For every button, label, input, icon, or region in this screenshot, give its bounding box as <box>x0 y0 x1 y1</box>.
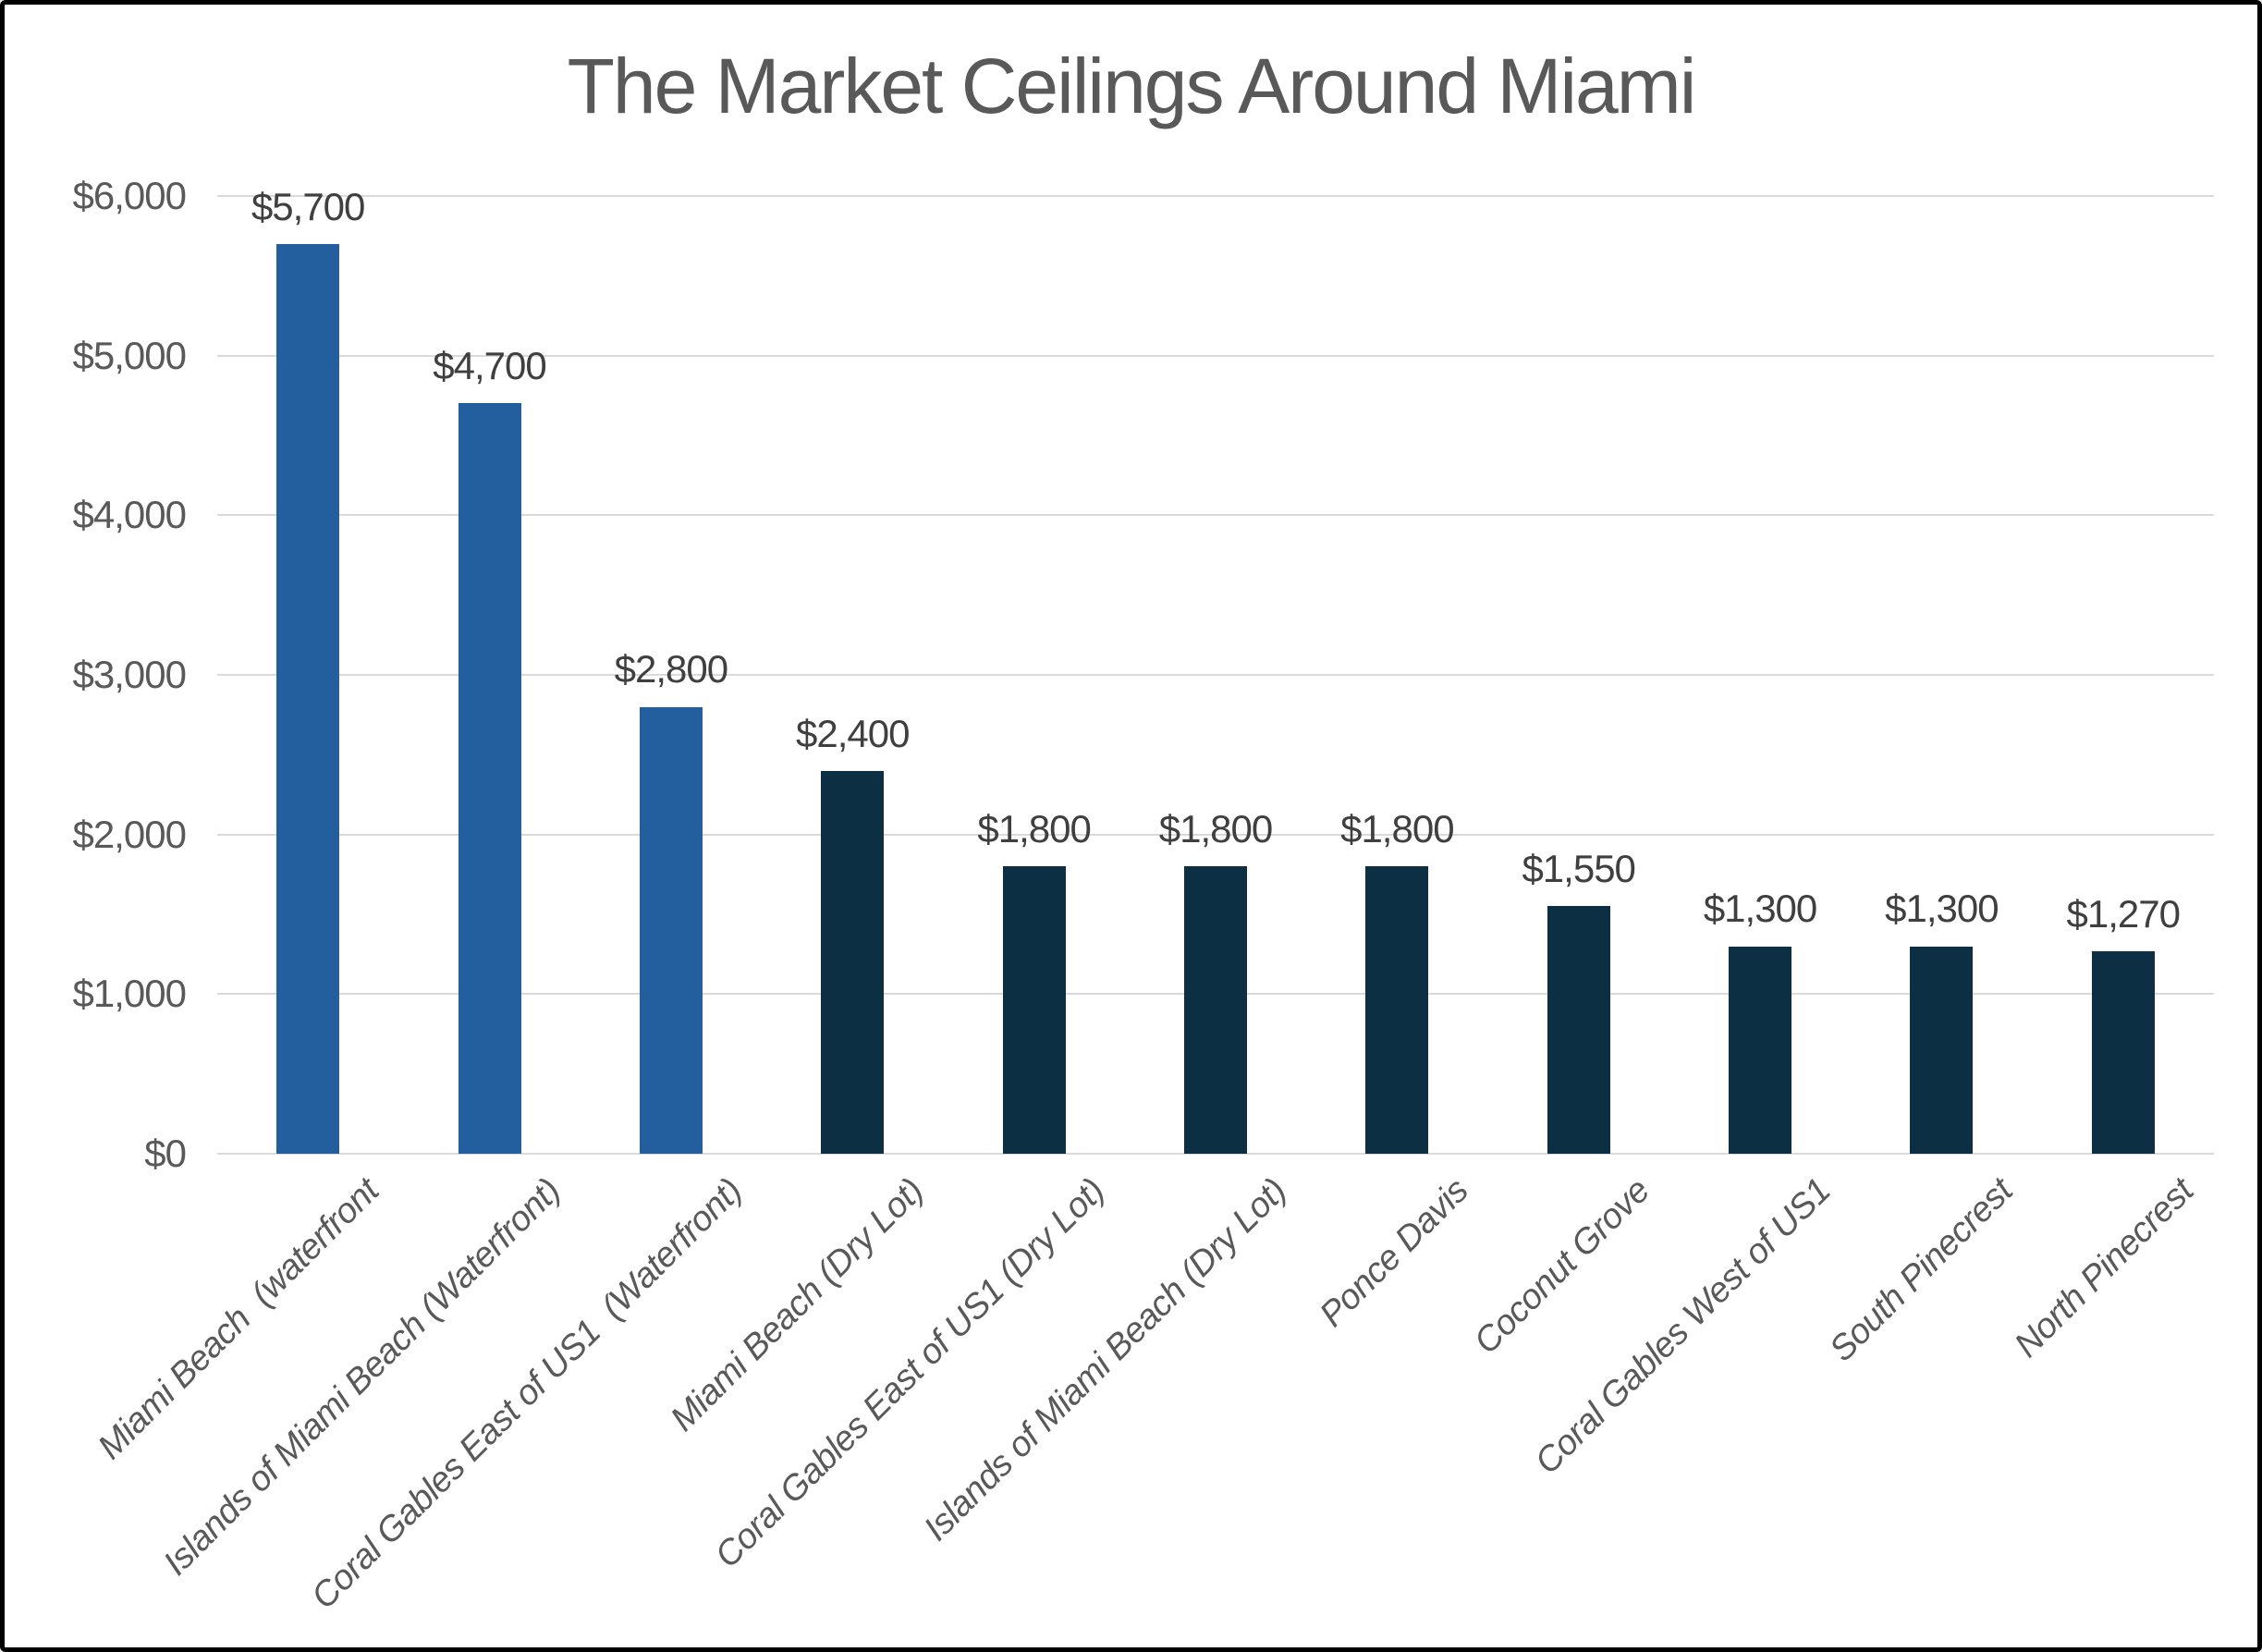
bar-value-label: $2,800 <box>614 647 728 691</box>
bars-container: $5,700 $4,700 $2,800 $2,400 $1,800 $1,800 $1,8… <box>217 186 2214 1154</box>
bar-value-label: $1,300 <box>1885 887 1999 931</box>
bar-slot: $1,550 <box>1488 196 1669 1154</box>
bar <box>1910 946 1974 1154</box>
bar-slot: $2,400 <box>762 196 943 1154</box>
gridline <box>217 833 2214 836</box>
x-axis-label: Ponce Davis <box>1312 1171 1476 1335</box>
bar-slot: $1,270 <box>2033 196 2214 1154</box>
x-axis-label: South Pinecrest <box>1822 1171 2021 1370</box>
bar <box>1729 946 1792 1154</box>
bar-value-label: $1,300 <box>1703 887 1817 931</box>
y-axis-tick-label: $5,000 <box>72 333 187 377</box>
gridline <box>217 1153 2214 1155</box>
bar <box>1547 906 1610 1154</box>
chart-title: The Market Ceilings Around Miami <box>567 43 1697 129</box>
bar-value-label: $1,800 <box>1340 807 1454 851</box>
bar-value-label: $1,800 <box>977 807 1091 851</box>
plot-area: $5,700 $4,700 $2,800 $2,400 $1,800 $1,800 $1,8… <box>217 186 2214 1155</box>
bar-slot: $5,700 <box>217 186 398 1154</box>
bar <box>821 770 885 1154</box>
bar <box>639 706 703 1154</box>
y-axis-tick-label: $2,000 <box>72 812 187 856</box>
bar-slot: $1,800 <box>943 196 1124 1154</box>
bar-value-label: $1,550 <box>1522 847 1635 891</box>
gridline <box>217 354 2214 357</box>
bar <box>2091 950 2155 1154</box>
bar-slot: $1,800 <box>1306 196 1487 1154</box>
gridline <box>217 674 2214 676</box>
y-axis-tick-label: $6,000 <box>72 174 187 217</box>
x-axis-label: Coconut Grove <box>1466 1171 1657 1362</box>
x-axis: Miami Beach (waterfront Islands of Miami … <box>91 1171 2214 1643</box>
gridline <box>217 195 2214 197</box>
bar-value-label: $2,400 <box>796 711 910 755</box>
x-axis-label: Coral Gables East of US1 (Dry Lot) <box>708 1171 1113 1576</box>
bar-slot: $4,700 <box>398 196 580 1154</box>
y-axis-tick-label: $0 <box>144 1132 187 1175</box>
x-axis-label: North Pinecrest <box>2007 1171 2202 1365</box>
y-axis-tick-label: $1,000 <box>72 972 187 1016</box>
bar-slot: $1,800 <box>1125 196 1306 1154</box>
bar <box>276 243 340 1154</box>
bar <box>1183 866 1247 1154</box>
bar-value-label: $1,800 <box>1158 807 1273 851</box>
y-axis-tick-label: $3,000 <box>72 653 187 696</box>
x-axis-label: Islands of Miami Beach (Waterfront) <box>155 1171 569 1584</box>
bar-value-label: $5,700 <box>251 184 365 228</box>
x-axis-label: Coral Gables West of US1 <box>1527 1171 1839 1482</box>
bar-slot: $1,300 <box>1851 196 2032 1154</box>
bar-slot: $2,800 <box>581 196 762 1154</box>
bar-value-label: $4,700 <box>433 344 546 388</box>
bar-slot: $1,300 <box>1669 196 1851 1154</box>
bar <box>1365 866 1429 1154</box>
bar-value-label: $1,270 <box>2066 891 2181 936</box>
x-axis-label: Islands of Miami Beach (Dry Lot) <box>916 1171 1294 1549</box>
gridline <box>217 514 2214 517</box>
y-axis-tick-label: $4,000 <box>72 493 187 537</box>
bar <box>458 403 521 1154</box>
bar <box>1002 866 1066 1154</box>
